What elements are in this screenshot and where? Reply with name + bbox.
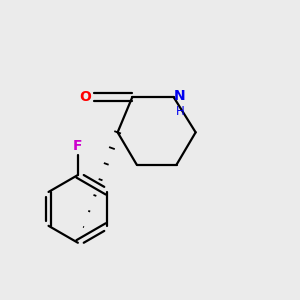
Text: H: H (176, 105, 184, 118)
Text: N: N (174, 88, 186, 103)
Text: O: O (79, 90, 91, 104)
Text: F: F (73, 139, 83, 153)
